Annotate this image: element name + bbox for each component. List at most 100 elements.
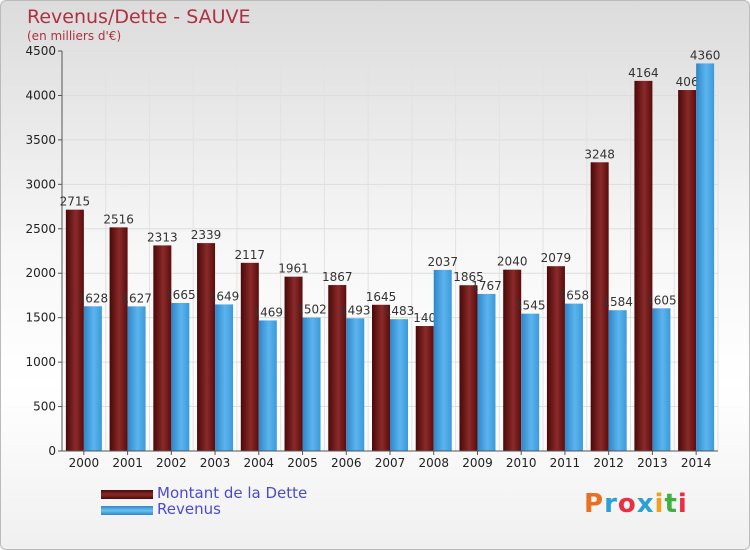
data-label-revenus: 1658 bbox=[559, 289, 590, 303]
x-tick-label: 2013 bbox=[637, 456, 668, 470]
y-tick-label: 2000 bbox=[25, 266, 56, 280]
bar-dette bbox=[65, 209, 84, 451]
data-label-revenus: 1605 bbox=[646, 293, 677, 307]
bar-dette bbox=[415, 326, 434, 451]
bar-revenus bbox=[346, 318, 365, 451]
logo-letter: i bbox=[654, 489, 665, 519]
x-tick-label: 2003 bbox=[200, 456, 231, 470]
bar-dette bbox=[590, 162, 609, 452]
data-label-dette: 2117 bbox=[235, 248, 266, 262]
bar-revenus bbox=[83, 306, 102, 451]
bar-dette bbox=[284, 276, 303, 451]
bar-dette bbox=[328, 285, 347, 451]
bar-dette bbox=[372, 304, 390, 451]
data-label-dette: 1867 bbox=[322, 270, 353, 284]
data-label-revenus: 1502 bbox=[296, 302, 327, 316]
data-label-dette: 1645 bbox=[366, 290, 397, 304]
bar-revenus bbox=[564, 303, 583, 451]
data-label-revenus: 1627 bbox=[121, 291, 152, 305]
logo-letter: t bbox=[664, 489, 678, 519]
bar-revenus bbox=[171, 303, 190, 451]
y-tick-label: 500 bbox=[33, 400, 56, 414]
y-tick-label: 4500 bbox=[25, 44, 56, 58]
y-tick-label: 1000 bbox=[25, 355, 56, 369]
bar-dette bbox=[109, 227, 128, 451]
bar-revenus bbox=[652, 308, 671, 451]
data-label-revenus: 1649 bbox=[209, 289, 240, 303]
x-tick-label: 2001 bbox=[112, 456, 143, 470]
data-label-dette: 2040 bbox=[497, 255, 528, 269]
bar-revenus bbox=[433, 269, 452, 451]
bar-revenus bbox=[608, 310, 627, 451]
chart-subtitle: (en milliers d'€) bbox=[27, 29, 122, 43]
x-tick-label: 2007 bbox=[375, 456, 406, 470]
bar-revenus bbox=[127, 306, 146, 451]
bar-dette bbox=[459, 285, 478, 451]
data-label-dette: 406 bbox=[676, 75, 699, 89]
bar-revenus bbox=[696, 63, 715, 451]
y-tick-label: 4000 bbox=[25, 88, 56, 102]
bar-revenus bbox=[390, 319, 408, 451]
bar-dette bbox=[240, 262, 259, 451]
x-tick-label: 2005 bbox=[287, 456, 318, 470]
logo-letter: i bbox=[677, 489, 688, 519]
data-label-dette: 3248 bbox=[584, 147, 615, 161]
data-label-revenus: 1493 bbox=[340, 303, 371, 317]
legend-label-dette: Montant de la Dette bbox=[157, 484, 308, 502]
bar-dette bbox=[153, 245, 172, 451]
data-label-dette: 2339 bbox=[191, 228, 222, 242]
bar-revenus bbox=[258, 320, 277, 451]
bar-dette bbox=[634, 80, 653, 451]
x-tick-label: 2002 bbox=[156, 456, 187, 470]
x-tick-label: 2014 bbox=[681, 456, 712, 470]
data-label-revenus: 1628 bbox=[78, 291, 109, 305]
bar-revenus bbox=[302, 317, 321, 451]
logo-letter: o bbox=[617, 489, 637, 519]
data-label-revenus: 1584 bbox=[602, 295, 633, 309]
data-label-dette: 1865 bbox=[453, 270, 484, 284]
bar-dette bbox=[197, 243, 216, 451]
y-tick-label: 0 bbox=[48, 444, 56, 458]
data-label-revenus: 2037 bbox=[427, 255, 458, 269]
x-tick-label: 2009 bbox=[462, 456, 493, 470]
data-label-revenus: 1483 bbox=[384, 304, 415, 318]
logo-letter: r bbox=[604, 489, 618, 519]
data-label-revenus: 4360 bbox=[690, 48, 721, 62]
data-label-dette: 140 bbox=[413, 311, 436, 325]
bars: 2715 1628 2516 1627 2313 1665 2339 1649 2117 1469… bbox=[60, 48, 721, 452]
y-axis: 0 500 1000 1500 2000 2500 3000 3500 4000 4500 bbox=[25, 44, 63, 458]
y-tick-label: 2500 bbox=[25, 222, 56, 236]
data-label-dette: 2079 bbox=[541, 251, 572, 265]
data-label-dette: 2313 bbox=[147, 230, 178, 244]
proxiti-logo: Proxiti bbox=[584, 489, 688, 519]
data-label-dette: 1961 bbox=[278, 262, 309, 276]
bar-revenus bbox=[521, 313, 540, 451]
data-label-revenus: 1665 bbox=[165, 288, 196, 302]
legend-swatch-revenus bbox=[101, 506, 153, 515]
bar-revenus bbox=[477, 293, 496, 451]
x-tick-label: 2000 bbox=[69, 456, 100, 470]
y-tick-label: 3000 bbox=[25, 177, 56, 191]
bar-dette bbox=[546, 266, 565, 451]
data-label-revenus: 1767 bbox=[471, 279, 502, 293]
x-tick-label: 2011 bbox=[550, 456, 581, 470]
y-tick-label: 1500 bbox=[25, 311, 56, 325]
x-axis: 2000 2001 2002 2003 2004 2005 2006 2007 2008 2009… bbox=[62, 450, 718, 470]
x-tick-label: 2006 bbox=[331, 456, 362, 470]
data-label-dette: 2715 bbox=[60, 195, 91, 209]
x-tick-label: 2010 bbox=[506, 456, 537, 470]
bar-revenus bbox=[215, 304, 234, 451]
logo-letter: x bbox=[636, 489, 655, 519]
bar-dette bbox=[678, 90, 697, 452]
bar-dette bbox=[503, 269, 522, 451]
x-tick-label: 2012 bbox=[593, 456, 624, 470]
logo-letter: P bbox=[584, 489, 605, 519]
chart-title: Revenus/Dette - SAUVE bbox=[27, 6, 251, 28]
y-tick-label: 3500 bbox=[25, 133, 56, 147]
x-tick-label: 2008 bbox=[418, 456, 449, 470]
legend-swatch-dette bbox=[101, 490, 153, 499]
x-tick-label: 2004 bbox=[244, 456, 275, 470]
data-label-dette: 2516 bbox=[103, 212, 134, 226]
